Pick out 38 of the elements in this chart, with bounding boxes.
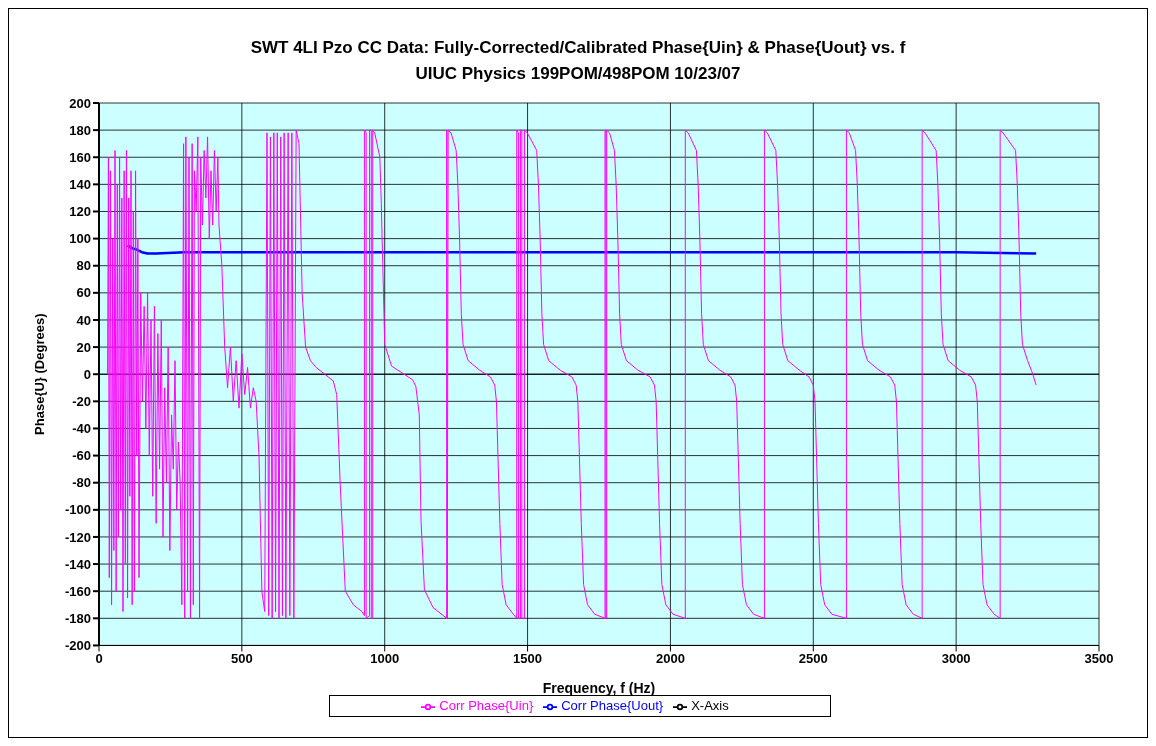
- x-tick-label: 2500: [798, 650, 828, 666]
- y-tick-label: 120: [69, 204, 91, 220]
- x-tick-label: 1500: [513, 650, 543, 666]
- y-tick-label: -160: [64, 583, 91, 599]
- y-tick-label: 200: [69, 95, 91, 111]
- y-tick-label: 0: [83, 366, 91, 382]
- y-tick-label: -180: [64, 610, 91, 626]
- y-tick-label: -120: [64, 529, 91, 545]
- y-tick-label: -20: [72, 393, 91, 409]
- y-tick-label: 20: [76, 339, 91, 355]
- y-axis-title: Phase{U} (Degrees): [31, 313, 47, 435]
- y-tick-label: 100: [69, 231, 91, 247]
- line-series: [107, 129, 1037, 619]
- y-tick-label: 40: [76, 312, 91, 328]
- legend-label: Corr Phase{Uout}: [561, 698, 664, 714]
- y-tick-label: 80: [76, 258, 91, 274]
- chart-subtitle: UIUC Physics 199POM/498POM 10/23/07: [414, 63, 742, 85]
- y-tick-label: -80: [72, 475, 91, 491]
- x-tick-label: 2000: [655, 650, 685, 666]
- y-tick-label: 180: [69, 122, 91, 138]
- x-tick-label: 1000: [370, 650, 400, 666]
- y-tick-label: -140: [64, 556, 91, 572]
- y-tick-label: 140: [69, 176, 91, 192]
- y-tick-label: -200: [64, 638, 91, 654]
- x-tick-label: 500: [231, 650, 253, 666]
- y-tick-label: -40: [72, 421, 91, 437]
- x-tick-label: 3000: [941, 650, 971, 666]
- y-tick-label: -60: [72, 448, 91, 464]
- x-tick-label: 0: [95, 650, 103, 666]
- legend-label: Corr Phase{Uin}: [439, 698, 534, 714]
- line-series: [126, 244, 1038, 255]
- x-tick-label: 3500: [1084, 650, 1114, 666]
- chart-title: SWT 4LI Pzo CC Data: Fully-Corrected/Calibrated Phase{Uin} & Phase{Uout} vs. f: [249, 37, 907, 59]
- y-tick-label: -100: [64, 502, 91, 518]
- legend-label: X-Axis: [691, 698, 729, 714]
- y-tick-label: 160: [69, 149, 91, 165]
- x-axis-title: Frequency, f (Hz): [542, 680, 656, 697]
- y-tick-label: 60: [76, 285, 91, 301]
